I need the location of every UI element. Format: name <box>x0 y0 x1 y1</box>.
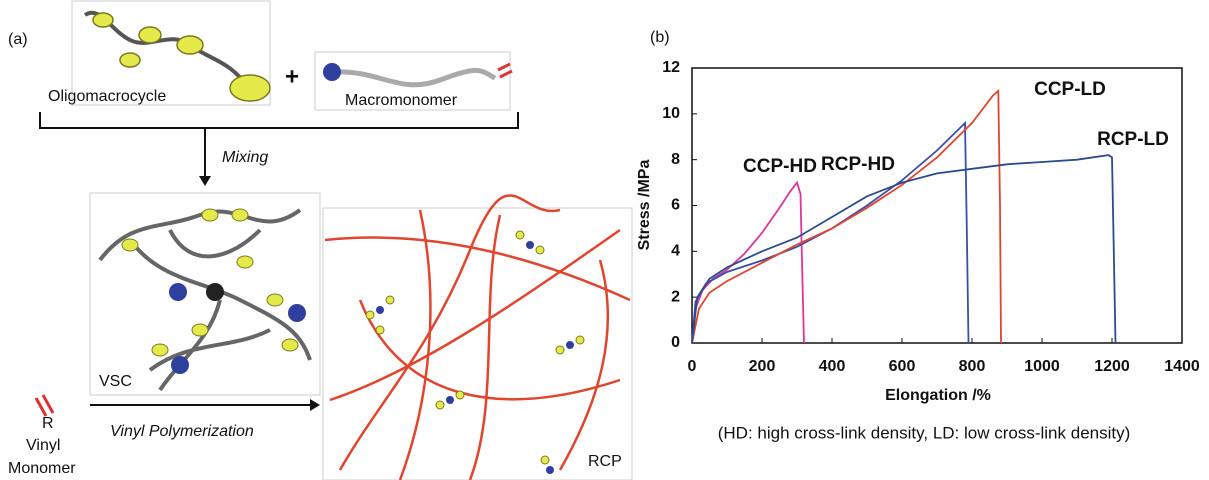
x-tick-label: 1000 <box>1024 358 1060 375</box>
rings <box>121 208 299 357</box>
label: Oligomacrocycle <box>48 88 166 105</box>
caption: (HD: high cross-link density, LD: low cr… <box>718 423 1131 442</box>
rings <box>92 12 271 102</box>
y-tick-label: 8 <box>671 151 680 168</box>
y-tick-label: 0 <box>671 334 680 351</box>
label: Vinyl Polymerization <box>110 423 254 440</box>
y-axis-label: Stress /MPa <box>636 160 653 251</box>
y-tick-label: 12 <box>662 59 680 76</box>
label: RCP <box>588 453 622 470</box>
chain <box>334 67 497 88</box>
plot-frame <box>691 67 1183 344</box>
y-tick-label: 6 <box>671 197 680 214</box>
vinyl <box>497 62 513 79</box>
series-line <box>691 154 1117 344</box>
x-tick-label: 600 <box>889 358 916 375</box>
panel-a: (a) Oligomacrocycle + Macromonomer Mixin… <box>8 0 633 480</box>
label: VSC <box>99 373 132 390</box>
x-tick-label: 200 <box>749 358 776 375</box>
y-tick-label: 2 <box>671 288 680 305</box>
arrowhead <box>310 399 320 411</box>
series-label: RCP-HD <box>821 154 895 175</box>
x-tick-label: 1400 <box>1164 358 1200 375</box>
vinyl <box>34 394 55 417</box>
x-axis-label: Elongation /% <box>885 387 991 404</box>
clusters <box>365 230 585 465</box>
chains <box>98 208 312 392</box>
plus: + <box>285 63 299 90</box>
y-tick-label: 10 <box>662 105 680 122</box>
label: Macromonomer <box>345 92 458 109</box>
panel-label: (a) <box>8 31 28 48</box>
x-tick-label: 800 <box>959 358 986 375</box>
label: Mixing <box>222 149 268 166</box>
series-line <box>691 88 1002 344</box>
end-groups <box>169 283 306 374</box>
label: R <box>42 415 54 432</box>
panel-label: (b) <box>650 29 670 46</box>
series-line <box>691 180 805 344</box>
x-tick-label: 0 <box>688 358 697 375</box>
end-group <box>323 63 341 81</box>
arrowhead <box>199 176 211 186</box>
x-tick-label: 400 <box>819 358 846 375</box>
x-tick-label: 1200 <box>1094 358 1130 375</box>
vsc-box <box>89 192 321 396</box>
series-line <box>691 120 970 344</box>
clusters-ends <box>376 241 574 474</box>
series-label: RCP-LD <box>1097 129 1169 150</box>
series-label: CCP-HD <box>743 156 817 177</box>
label: Vinyl <box>26 437 60 454</box>
bracket <box>39 112 519 129</box>
label: Monomer <box>8 460 76 477</box>
y-tick-label: 4 <box>671 243 680 260</box>
macro-box <box>314 51 511 111</box>
series-label: CCP-LD <box>1034 79 1106 100</box>
